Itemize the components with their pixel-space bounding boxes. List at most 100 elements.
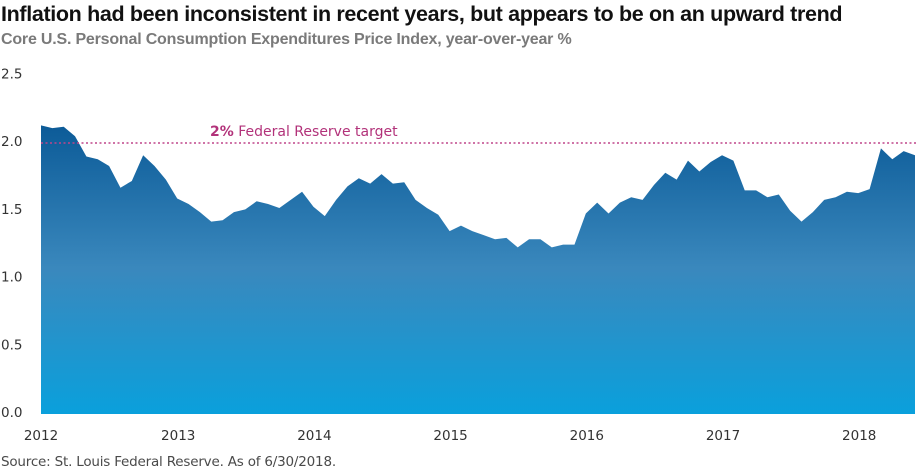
data-point-2014-05 bbox=[357, 177, 360, 180]
x-tick-label-2014: 2014 bbox=[297, 428, 331, 444]
data-point-2012-02 bbox=[51, 127, 54, 130]
data-point-2015-11 bbox=[562, 243, 565, 246]
data-point-2016-02 bbox=[596, 201, 599, 204]
data-point-2016-06 bbox=[641, 198, 644, 201]
data-point-2018-01 bbox=[857, 192, 860, 195]
data-point-2015-06 bbox=[505, 236, 508, 239]
data-point-2016-12 bbox=[709, 160, 712, 163]
data-point-2018-02 bbox=[868, 188, 871, 191]
data-point-2014-01 bbox=[312, 205, 315, 208]
data-point-2013-03 bbox=[198, 211, 201, 214]
data-point-2014-11 bbox=[425, 207, 428, 210]
data-point-2013-02 bbox=[187, 202, 190, 205]
y-tick-label: 1.0 bbox=[1, 270, 22, 286]
data-point-2012-04 bbox=[74, 135, 77, 138]
data-point-2017-10 bbox=[823, 198, 826, 201]
data-point-2014-03 bbox=[335, 198, 338, 201]
data-point-2014-06 bbox=[369, 182, 372, 185]
data-point-2013-10 bbox=[278, 207, 281, 210]
chart-subtitle: Core U.S. Personal Consumption Expenditu… bbox=[1, 31, 572, 48]
data-point-2012-10 bbox=[142, 154, 145, 157]
data-point-2015-02 bbox=[459, 224, 462, 227]
y-tick-label: 2.5 bbox=[1, 66, 22, 82]
reference-line-label: 2% Federal Reserve target bbox=[210, 124, 398, 140]
x-tick-label-2017: 2017 bbox=[706, 428, 740, 444]
y-tick-label: 1.5 bbox=[1, 202, 22, 218]
data-point-2013-09 bbox=[267, 202, 270, 205]
data-point-2015-04 bbox=[482, 234, 485, 237]
data-point-2016-11 bbox=[698, 170, 701, 173]
data-point-2017-01 bbox=[721, 154, 724, 157]
data-point-2013-11 bbox=[289, 198, 292, 201]
data-point-2018-05 bbox=[902, 150, 905, 153]
data-point-2013-07 bbox=[244, 208, 247, 211]
x-tick-label-2012: 2012 bbox=[24, 428, 58, 444]
data-point-2016-03 bbox=[607, 212, 610, 215]
data-point-2015-03 bbox=[471, 230, 474, 233]
data-point-2018-04 bbox=[891, 158, 894, 161]
data-point-2017-06 bbox=[777, 193, 780, 196]
data-point-2014-07 bbox=[380, 173, 383, 176]
data-point-2014-10 bbox=[414, 198, 417, 201]
y-tick-label: 0.0 bbox=[1, 405, 22, 421]
data-point-2015-12 bbox=[573, 243, 576, 246]
data-point-2014-12 bbox=[437, 213, 440, 216]
data-point-2015-08 bbox=[528, 238, 531, 241]
data-point-2015-10 bbox=[550, 246, 553, 249]
reference-label-bold: 2% bbox=[210, 124, 234, 140]
data-point-2012-03 bbox=[62, 125, 65, 128]
data-point-2015-07 bbox=[516, 246, 519, 249]
data-point-2012-12 bbox=[164, 178, 167, 181]
data-point-2015-05 bbox=[494, 238, 497, 241]
data-point-2013-08 bbox=[255, 200, 258, 203]
data-point-2018-03 bbox=[879, 147, 882, 150]
y-tick-label: 0.5 bbox=[1, 337, 22, 353]
data-point-2017-05 bbox=[766, 196, 769, 199]
x-tick-label-2013: 2013 bbox=[161, 428, 195, 444]
data-point-2015-01 bbox=[448, 230, 451, 233]
x-axis: 2012 2013 2014 2015 2016 2017 2018 bbox=[24, 428, 877, 444]
data-point-2012-01 bbox=[40, 124, 43, 127]
data-point-2017-08 bbox=[800, 220, 803, 223]
data-point-2015-09 bbox=[539, 238, 542, 241]
data-point-2012-11 bbox=[153, 165, 156, 168]
data-point-2012-07 bbox=[108, 165, 111, 168]
data-point-2013-01 bbox=[176, 197, 179, 200]
data-point-2017-11 bbox=[834, 196, 837, 199]
data-point-2012-08 bbox=[119, 186, 122, 189]
data-point-2014-08 bbox=[391, 182, 394, 185]
data-point-2016-09 bbox=[675, 178, 678, 181]
reference-label-text: Federal Reserve target bbox=[234, 124, 398, 140]
data-point-2017-07 bbox=[789, 209, 792, 212]
data-point-2014-09 bbox=[403, 181, 406, 184]
data-point-2017-12 bbox=[845, 190, 848, 193]
source-note: Source: St. Louis Federal Reserve. As of… bbox=[1, 454, 336, 470]
data-point-2014-02 bbox=[323, 215, 326, 218]
data-point-2012-05 bbox=[85, 155, 88, 158]
data-point-2014-04 bbox=[346, 185, 349, 188]
data-point-2016-01 bbox=[584, 212, 587, 215]
data-point-2013-04 bbox=[210, 220, 213, 223]
data-point-2016-08 bbox=[664, 171, 667, 174]
data-point-2017-09 bbox=[811, 211, 814, 214]
data-point-2016-07 bbox=[652, 184, 655, 187]
data-point-2012-09 bbox=[130, 179, 133, 182]
data-point-2016-05 bbox=[630, 196, 633, 199]
data-point-2017-04 bbox=[755, 189, 758, 192]
data-point-2013-05 bbox=[221, 219, 224, 222]
data-point-2012-06 bbox=[96, 158, 99, 161]
data-point-2017-02 bbox=[732, 159, 735, 162]
data-point-2013-12 bbox=[301, 190, 304, 193]
x-tick-label-2015: 2015 bbox=[433, 428, 467, 444]
series-area-core-pce bbox=[41, 125, 915, 414]
y-tick-label: 2.0 bbox=[1, 134, 22, 150]
data-point-2016-10 bbox=[686, 159, 689, 162]
data-point-2017-03 bbox=[743, 189, 746, 192]
data-point-2016-04 bbox=[618, 201, 621, 204]
chart-title: Inflation had been inconsistent in recen… bbox=[1, 2, 843, 26]
y-axis: 0.0 0.5 1.0 1.5 2.0 2.5 bbox=[1, 66, 22, 421]
data-point-2013-06 bbox=[232, 211, 235, 214]
x-tick-label-2018: 2018 bbox=[842, 428, 876, 444]
x-tick-label-2016: 2016 bbox=[570, 428, 604, 444]
